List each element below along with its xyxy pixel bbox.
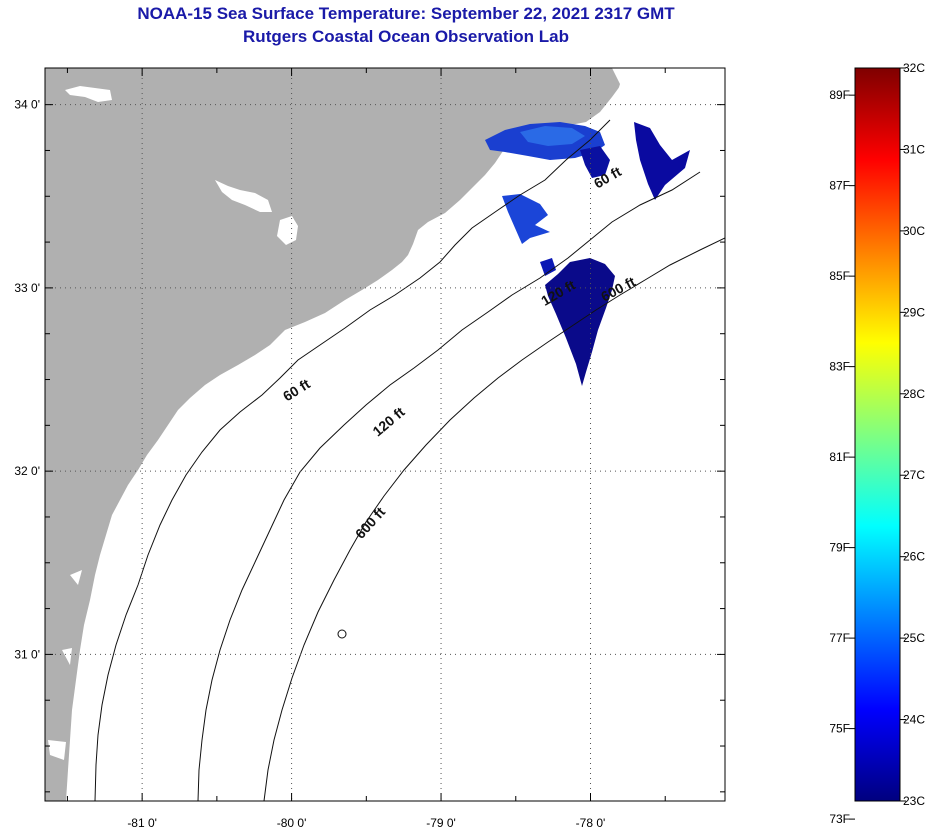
sst-patch-charleston-offshore xyxy=(545,258,615,386)
colorbar-label-f: 89F xyxy=(829,88,850,102)
seamount-contour xyxy=(337,629,347,639)
colorbar-label-f: 81F xyxy=(829,450,850,464)
map-subtitle: Rutgers Coastal Ocean Observation Lab xyxy=(243,27,569,46)
sst-patch-mid xyxy=(502,194,550,244)
colorbar-label-c: 29C xyxy=(903,305,925,319)
lon-tick-label: -79 0' xyxy=(426,816,456,830)
colorbar: 32C 31C 30C 29C 28C 27C 26C 25C 24C 23C 89F 87F 85F 8… xyxy=(829,61,925,826)
contour-60ft xyxy=(94,119,611,801)
contour-120ft xyxy=(197,171,701,801)
colorbar-label-c: 24C xyxy=(903,713,925,727)
colorbar-label-c: 31C xyxy=(903,142,925,156)
map-frame xyxy=(44,67,726,802)
coastal-marsh xyxy=(48,570,82,760)
colorbar-label-f: 85F xyxy=(829,269,850,283)
colorbar-label-f: 75F xyxy=(829,722,850,736)
colorbar-labels: 32C 31C 30C 29C 28C 27C 26C 25C 24C 23C 89F 87F 85F 8… xyxy=(829,61,925,826)
axis-ticks: -81 0' -80 0' -79 0' -78 0' 34 0' 33 0' 32 0' 3… xyxy=(14,68,725,830)
map-grid xyxy=(45,68,725,801)
lat-tick-label: 31 0' xyxy=(14,647,40,661)
colorbar-label-c: 30C xyxy=(903,224,925,238)
sst-patch-south-scatter xyxy=(540,258,556,276)
outer-banks xyxy=(598,68,640,132)
lake-north xyxy=(65,86,112,102)
colorbar-label-f: 79F xyxy=(829,541,850,555)
lake-marion xyxy=(215,180,272,212)
lon-tick-label: -78 0' xyxy=(576,816,606,830)
colorbar-label-c: 32C xyxy=(903,61,925,75)
lake-moultrie xyxy=(277,216,298,245)
lon-tick-label: -80 0' xyxy=(277,816,307,830)
colorbar-label-c: 28C xyxy=(903,387,925,401)
sst-patch-onslow xyxy=(580,146,610,178)
colorbar-label-c: 27C xyxy=(903,468,925,482)
colorbar-label-f: 87F xyxy=(829,179,850,193)
sst-patch-cape-fear-core xyxy=(520,126,585,146)
colorbar-label-c: 26C xyxy=(903,550,925,564)
lon-tick-label: -81 0' xyxy=(127,816,157,830)
colorbar-label-f: 73F xyxy=(829,812,850,826)
lat-tick-label: 34 0' xyxy=(14,98,40,112)
lat-tick-label: 33 0' xyxy=(14,281,40,295)
map-title: NOAA-15 Sea Surface Temperature: Septemb… xyxy=(137,4,675,23)
colorbar-label-f: 83F xyxy=(829,360,850,374)
lat-tick-label: 32 0' xyxy=(14,464,40,478)
sst-patch-offshore-ne xyxy=(634,122,690,200)
colorbar-label-c: 25C xyxy=(903,631,925,645)
colorbar-label-f: 77F xyxy=(829,631,850,645)
colorbar-gradient xyxy=(854,67,901,802)
colorbar-label-c: 23C xyxy=(903,794,925,808)
land-mass xyxy=(45,68,630,801)
sst-pixels xyxy=(485,122,690,386)
